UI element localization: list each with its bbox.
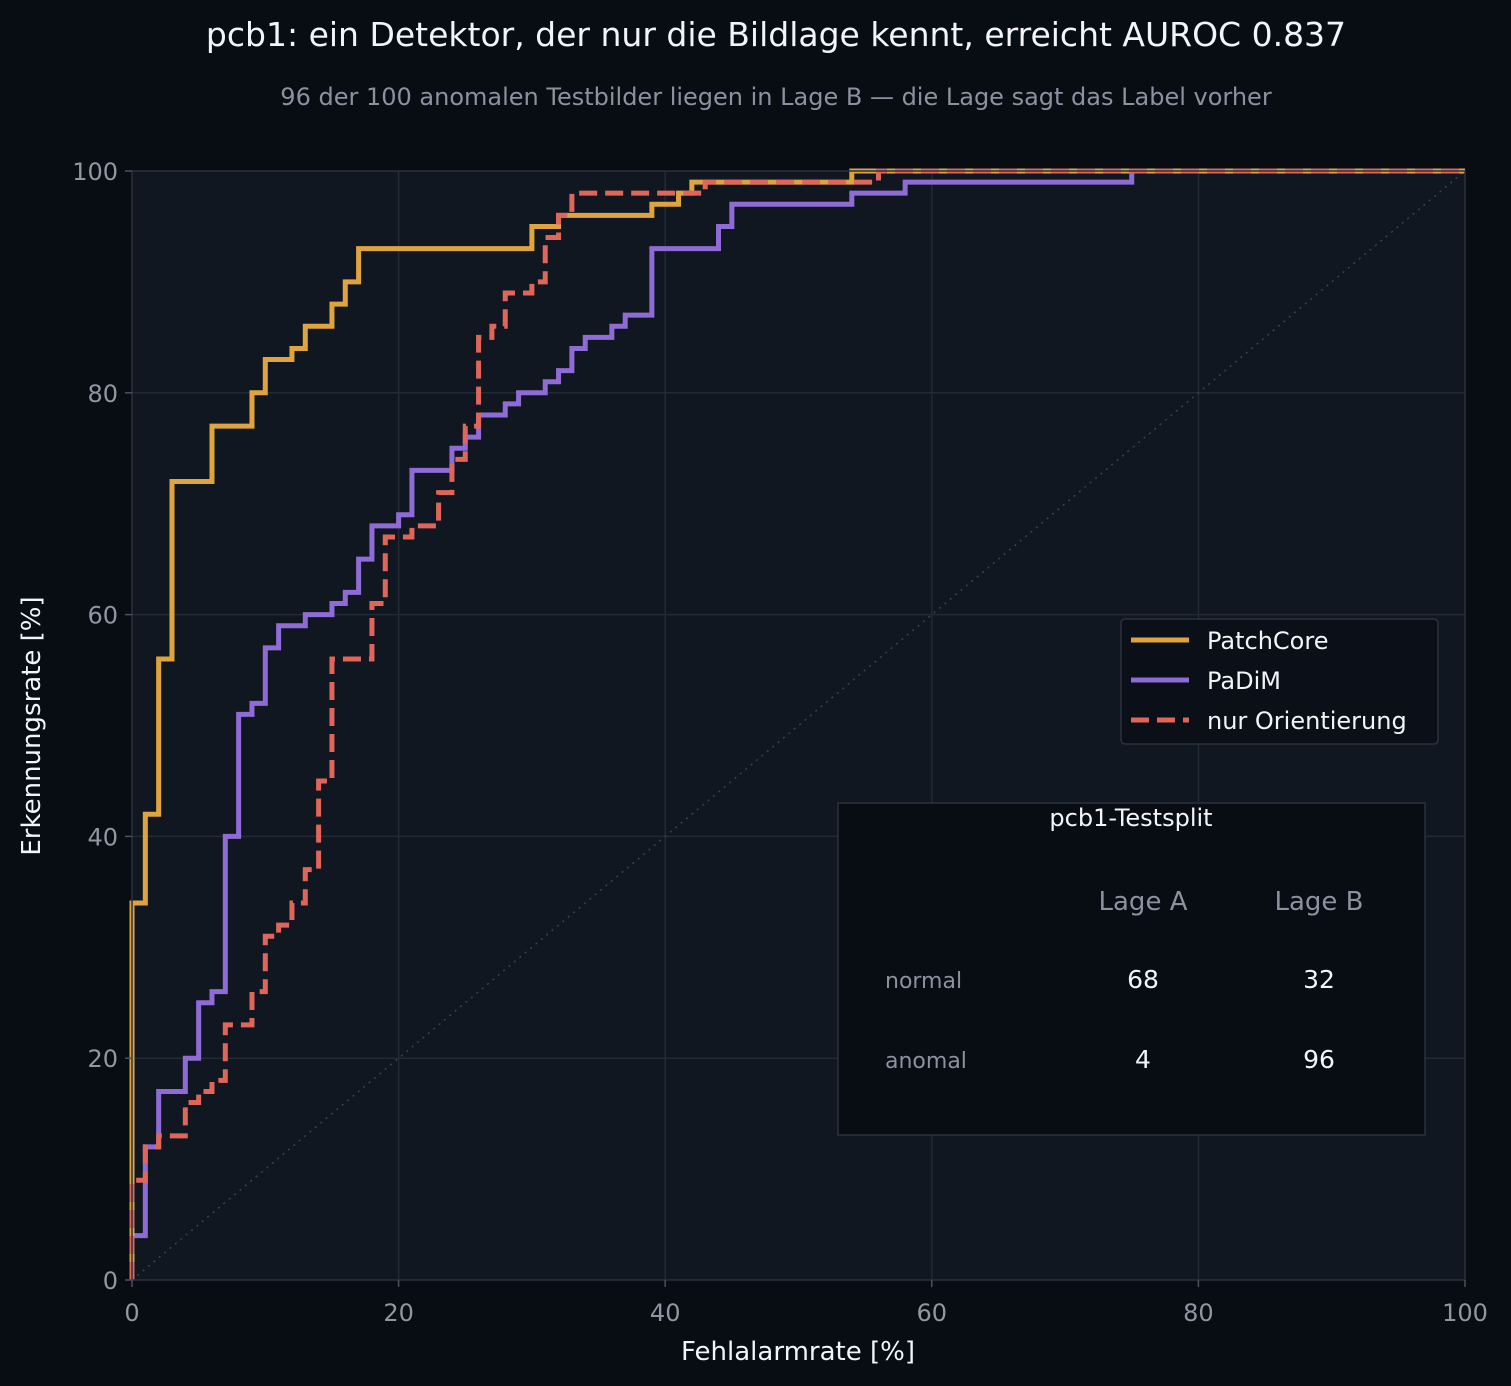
x-tick-label: 80 xyxy=(1183,1299,1214,1327)
x-tick-label: 100 xyxy=(1442,1299,1488,1327)
table-cell-anomal-lage-a: 4 xyxy=(1135,1045,1151,1074)
y-tick-label: 60 xyxy=(87,602,118,630)
y-tick-label: 0 xyxy=(103,1267,118,1295)
series-line-nur-orientierung xyxy=(129,168,1465,1280)
y-tick-label: 20 xyxy=(87,1045,118,1073)
series-line-patchcore xyxy=(129,168,1465,1280)
y-tick-label: 80 xyxy=(87,380,118,408)
series-line-padim xyxy=(129,168,1465,1280)
table-column-lage-a: Lage A xyxy=(1099,887,1188,917)
table-cell-normal-lage-b: 32 xyxy=(1303,965,1335,994)
table-cell-normal-lage-a: 68 xyxy=(1127,965,1159,994)
legend-label-padim: PaDiM xyxy=(1207,667,1281,695)
table-row-label-normal: normal xyxy=(885,969,962,994)
testsplit-table: pcb1-Testsplit Lage A Lage B normal 68 3… xyxy=(837,802,1426,1136)
legend-box xyxy=(1120,618,1439,745)
x-tick-label: 20 xyxy=(383,1299,414,1327)
y-axis-label: Erkennungsrate [%] xyxy=(17,596,47,855)
legend-label-orientierung: nur Orientierung xyxy=(1207,707,1407,735)
legend: PatchCore PaDiM nur Orientierung xyxy=(1120,618,1439,745)
x-axis-label: Fehlalarmrate [%] xyxy=(681,1337,915,1367)
table-box xyxy=(837,802,1426,1136)
table-column-lage-b: Lage B xyxy=(1274,887,1363,917)
legend-label-patchcore: PatchCore xyxy=(1207,627,1328,655)
plot-frame xyxy=(131,170,1466,1281)
axis-ticks: 0 20 40 60 80 100 0 20 40 60 80 100 xyxy=(72,158,1488,1327)
table-title: pcb1-Testsplit xyxy=(1049,804,1212,832)
table-cell-anomal-lage-b: 96 xyxy=(1303,1045,1335,1074)
x-tick-label: 60 xyxy=(917,1299,948,1327)
y-tick-label: 40 xyxy=(87,823,118,851)
series-group xyxy=(129,168,1465,1280)
y-tick-label: 100 xyxy=(72,158,118,186)
chart-title: pcb1: ein Detektor, der nur die Bildlage… xyxy=(206,15,1346,54)
x-tick-label: 40 xyxy=(650,1299,681,1327)
chart-subtitle: 96 der 100 anomalen Testbilder liegen in… xyxy=(280,83,1272,111)
table-row-label-anomal: anomal xyxy=(885,1049,967,1074)
x-tick-label: 0 xyxy=(124,1299,139,1327)
